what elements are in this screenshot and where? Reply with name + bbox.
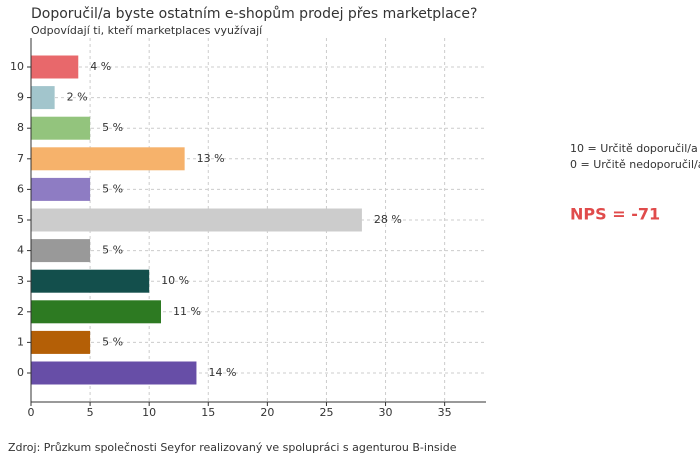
bar [31, 147, 185, 171]
value-label: 5 % [102, 121, 123, 134]
y-tick-label: 0 [17, 366, 24, 379]
y-tick-label: 2 [17, 305, 24, 318]
bar [31, 361, 197, 385]
y-tick-label: 4 [17, 244, 24, 257]
y-tick-label: 10 [10, 60, 24, 73]
value-label: 5 % [102, 182, 123, 195]
y-tick-label: 7 [17, 152, 24, 165]
x-tick-label: 15 [201, 406, 215, 419]
note: 0 = Určitě nedoporučil/a [570, 158, 700, 171]
x-tick-label: 25 [319, 406, 333, 419]
bar [31, 330, 91, 354]
chart-title: Doporučil/a byste ostatním e-shopům prod… [31, 6, 477, 22]
bar [31, 177, 91, 201]
note: 10 = Určitě doporučil/a [570, 142, 698, 155]
x-tick-label: 10 [142, 406, 156, 419]
chart-subtitle: Odpovídají ti, kteří marketplaces využív… [31, 24, 263, 37]
x-tick-label: 30 [379, 406, 393, 419]
y-tick-label: 8 [17, 121, 24, 134]
y-tick-label: 1 [17, 335, 24, 348]
x-tick-label: 35 [438, 406, 452, 419]
value-label: 14 % [208, 366, 236, 379]
x-tick-label: 0 [28, 406, 35, 419]
nps-annotation: NPS = -71 [570, 205, 660, 224]
bar [31, 239, 91, 263]
bar [31, 269, 150, 293]
y-tick-label: 5 [17, 213, 24, 226]
value-label: 13 % [197, 152, 225, 165]
y-tick-label: 3 [17, 274, 24, 287]
y-tick-label: 9 [17, 91, 24, 104]
bar [31, 208, 362, 232]
value-label: 11 % [173, 305, 201, 318]
source: Zdroj: Průzkum společnosti Seyfor realiz… [8, 441, 457, 454]
x-tick-label: 20 [260, 406, 274, 419]
bar [31, 55, 79, 79]
value-label: 4 % [90, 60, 111, 73]
x-tick-label: 5 [87, 406, 94, 419]
y-tick-label: 6 [17, 182, 24, 195]
bar [31, 300, 161, 324]
value-label: 2 % [67, 91, 88, 104]
value-label: 28 % [374, 213, 402, 226]
value-label: 5 % [102, 335, 123, 348]
value-label: 10 % [161, 274, 189, 287]
value-label: 5 % [102, 244, 123, 257]
bar [31, 116, 91, 140]
bar [31, 86, 55, 110]
